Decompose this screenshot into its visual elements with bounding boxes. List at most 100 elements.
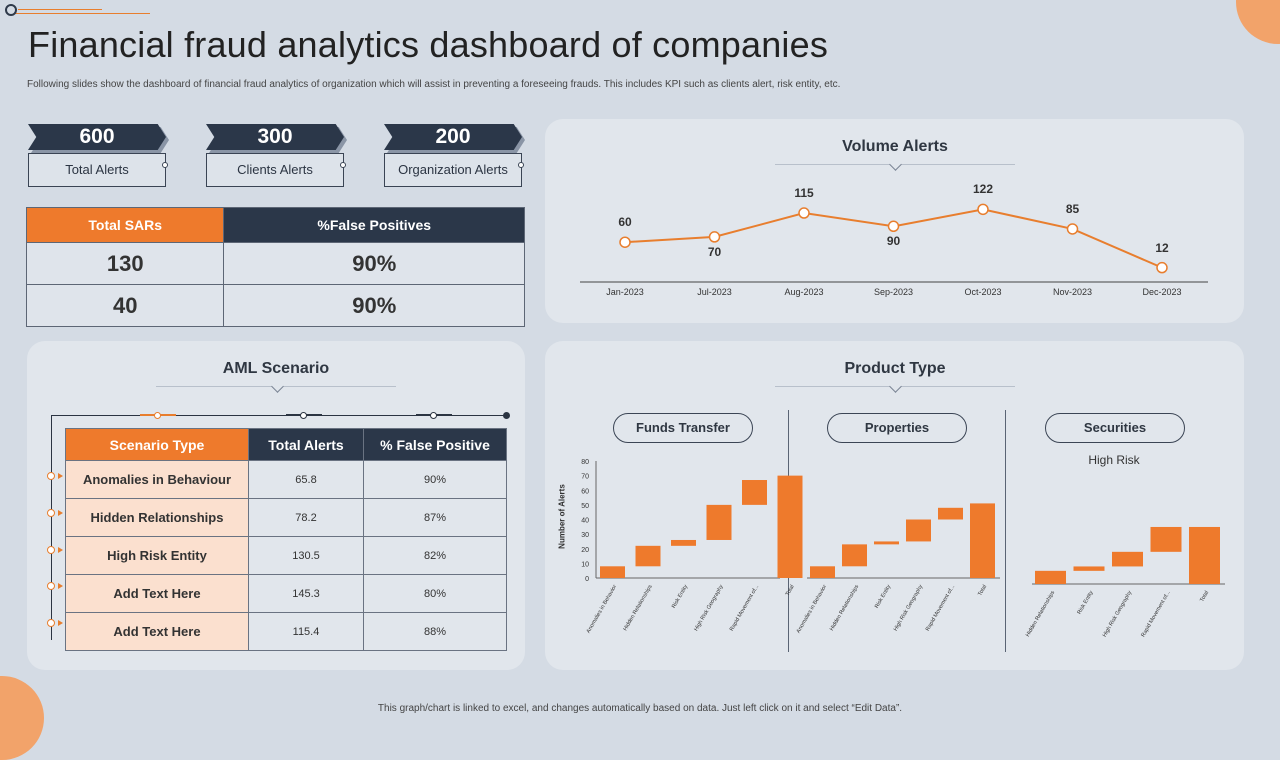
y-tick-label: 70 [581,474,589,481]
kpi-total-alerts: 600 Total Alerts [28,124,169,190]
header-accent-line [10,13,150,14]
x-tick-label: Risk Entity [671,584,689,610]
waterfall-bar [1073,566,1105,571]
y-tick-label: 20 [581,547,589,554]
x-tick-label: High Risk Geography [893,584,924,632]
table-row: Add Text Here 115.4 88% [65,612,507,651]
x-tick-label: Hidden Relationships [623,584,654,632]
kpi-label: Organization Alerts [384,153,522,187]
row-arrow-icon [58,547,63,553]
corner-decoration [0,676,44,760]
waterfall-bar [706,504,732,540]
y-tick-label: 50 [581,503,589,510]
aml-scenario-cell: Hidden Relationships [65,498,249,537]
rail-marker-dot [430,412,437,419]
waterfall-bar [635,545,661,567]
x-tick-label: Risk Entity [874,584,892,610]
header-accent-line [18,9,102,10]
table-row: Hidden Relationships 78.2 87% [65,498,507,537]
rail-marker-dot [154,412,161,419]
x-tick-label: Anomalies in Behavior [586,584,619,635]
waterfall-bar [874,541,899,545]
y-tick-label: 10 [581,561,589,568]
waterfall-bar [970,503,995,578]
aml-fp-cell: 88% [363,612,507,651]
aml-fp-cell: 80% [363,574,507,613]
page-subtitle: Following slides show the dashboard of f… [27,79,841,90]
x-tick-label: Rapid Movement of... [729,584,761,633]
footer-note: This graph/chart is linked to excel, and… [377,703,903,714]
row-bullet [47,472,55,480]
table-row: High Risk Entity 130.5 82% [65,536,507,575]
product-type-title: Product Type [844,360,946,377]
aml-fp-cell: 82% [363,536,507,575]
sar-header-total-sars: Total SARs [25,207,225,243]
header-accent-dot [5,4,17,16]
aml-scenario-cell: Add Text Here [65,612,249,651]
volume-data-point [619,236,631,248]
table-row: 40 90% [25,284,525,327]
row-arrow-icon [58,583,63,589]
pill-securities: Securities [1045,413,1185,443]
waterfall-bar [600,566,625,578]
waterfall-bar [1035,570,1066,584]
row-bullet [47,509,55,517]
kpi-dot [518,162,524,168]
kpi-label: Clients Alerts [206,153,344,187]
x-tick-label: Anomalies in Behavior [796,584,829,635]
volume-data-label: 115 [794,186,814,201]
y-tick-label: 80 [581,459,589,466]
waterfall-bar [777,475,803,578]
x-tick-label: Jan-2023 [606,287,644,297]
waterfall-bar [1112,551,1143,567]
kpi-value: 200 [384,124,522,150]
x-tick-label: Jul-2023 [697,287,732,297]
volume-data-label: 12 [1155,240,1169,255]
kpi-dot [340,162,346,168]
sar-header-false-positives: %False Positives [223,207,525,243]
x-tick-label: Dec-2023 [1142,287,1182,297]
table-row: Anomalies in Behaviour 65.8 90% [65,460,507,499]
volume-data-point [708,231,721,243]
waterfall-bar [842,544,867,567]
aml-header-false-positive: % False Positive [363,428,507,461]
x-tick-label: Risk Entity [1077,590,1095,616]
waterfall-bar [742,480,767,505]
y-tick-label: 60 [581,488,589,495]
aml-rail-left [51,415,52,640]
kpi-dot [162,162,168,168]
table-row: 130 90% [25,242,525,285]
aml-header-total-alerts: Total Alerts [248,428,364,461]
row-arrow-icon [58,473,63,479]
kpi-organization-alerts: 200 Organization Alerts [384,124,525,190]
sar-cell: 90% [223,284,525,327]
kpi-value: 300 [206,124,344,150]
aml-rail-top [51,415,507,416]
rail-end-dot [503,412,510,419]
pill-funds-transfer: Funds Transfer [613,413,753,443]
aml-scenario-cell: Anomalies in Behaviour [65,460,249,499]
volume-data-label: 85 [1065,201,1080,216]
aml-alerts-cell: 115.4 [248,612,364,651]
y-tick-label: 40 [581,518,589,525]
waterfall-bar [938,507,963,520]
aml-alerts-cell: 130.5 [248,536,364,575]
y-tick-label: 30 [581,532,589,539]
volume-alerts-title: Volume Alerts [842,138,948,155]
x-tick-label: Total [1199,590,1210,603]
volume-data-point [798,207,810,219]
x-tick-label: Nov-2023 [1052,287,1093,297]
x-tick-label: High Risk Geography [1102,590,1133,638]
aml-alerts-cell: 65.8 [248,460,364,499]
volume-data-label: 90 [886,234,901,249]
waterfall-bar [1150,526,1182,552]
aml-header-scenario: Scenario Type [65,428,249,461]
chart-divider [1005,410,1006,652]
aml-scenario-cell: High Risk Entity [65,536,249,575]
sar-cell: 90% [223,242,525,285]
row-bullet [47,619,55,627]
volume-data-label: 70 [707,244,722,259]
x-tick-label: Total [785,584,796,597]
waterfall-bar [906,519,931,542]
